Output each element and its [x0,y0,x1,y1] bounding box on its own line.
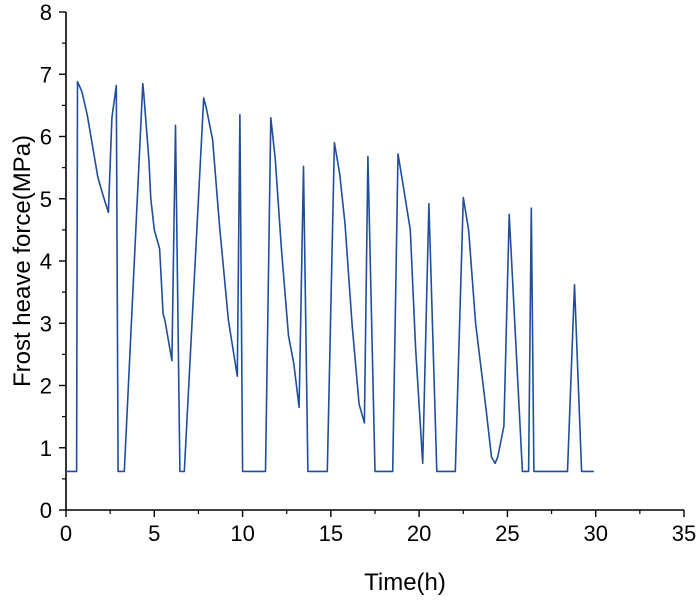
plot-area [65,12,684,511]
y-tick-label: 6 [40,125,52,150]
y-tick-label: 5 [40,187,52,212]
y-axis: 0 1 2 3 4 5 6 7 8 [40,0,66,523]
x-tick-label: 30 [583,521,607,546]
y-tick-label: 2 [40,374,52,399]
y-tick-label: 8 [40,0,52,25]
y-tick-label: 1 [40,436,52,461]
x-tick-label: 15 [319,521,343,546]
x-tick-label: 5 [148,521,160,546]
x-tick-label: 0 [60,521,72,546]
x-tick-label: 10 [230,521,254,546]
y-tick-label: 4 [40,249,52,274]
series-layer [66,80,594,473]
y-tick-label: 0 [40,498,52,523]
y-tick-label: 3 [40,311,52,336]
y-tick-label: 7 [40,62,52,87]
x-tick-label: 35 [672,521,696,546]
series-line [66,80,594,473]
x-tick-label: 25 [495,521,519,546]
x-tick-label: 20 [407,521,431,546]
x-axis-title: Time(h) [364,569,446,596]
x-axis: 0 5 10 15 20 25 30 35 [60,510,696,546]
y-axis-title: Frost heave force(MPa) [9,135,36,387]
